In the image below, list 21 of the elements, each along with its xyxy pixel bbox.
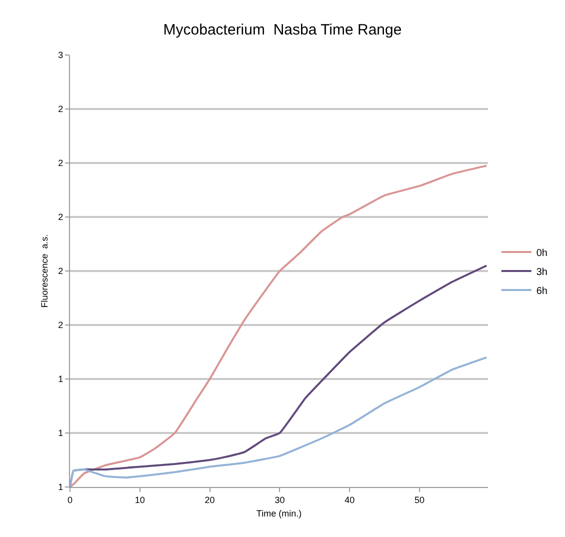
x-tick-label: 20 <box>204 494 215 505</box>
y-axis-title: Fluorescence a.s. <box>40 234 50 308</box>
legend-label: 0h <box>536 248 548 259</box>
x-tick-label: 0 <box>67 494 73 505</box>
y-tick-label: 1 <box>58 374 64 384</box>
y-tick-label: 2 <box>58 104 64 114</box>
y-tick-label: 3 <box>58 50 64 60</box>
y-tick-label: 2 <box>58 158 64 168</box>
legend-label: 3h <box>536 266 548 278</box>
x-axis-title: Time (min.) <box>256 508 302 519</box>
x-tick-label: 30 <box>274 494 285 505</box>
y-tick-label: 2 <box>58 212 64 222</box>
x-tick-label: 50 <box>414 494 425 505</box>
chart-title: Mycobacterium Nasba Time Range <box>163 22 402 39</box>
y-tick-label: 1 <box>58 482 64 492</box>
y-tick-label: 2 <box>58 266 64 276</box>
x-tick-label: 40 <box>344 494 355 505</box>
x-tick-label: 10 <box>134 494 145 505</box>
y-tick-label: 1 <box>58 428 64 438</box>
legend-label: 6h <box>536 286 548 297</box>
y-tick-label: 2 <box>58 320 64 330</box>
